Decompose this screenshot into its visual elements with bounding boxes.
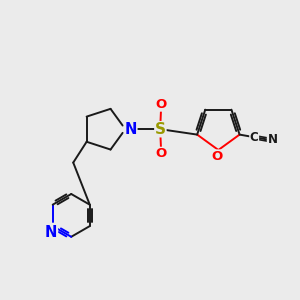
Text: O: O	[155, 147, 167, 161]
Text: N: N	[124, 122, 137, 137]
Text: O: O	[211, 150, 223, 163]
Text: S: S	[155, 122, 166, 137]
Text: N: N	[45, 224, 57, 239]
Text: C: C	[250, 131, 259, 144]
Text: O: O	[155, 98, 167, 111]
Text: N: N	[267, 133, 278, 146]
